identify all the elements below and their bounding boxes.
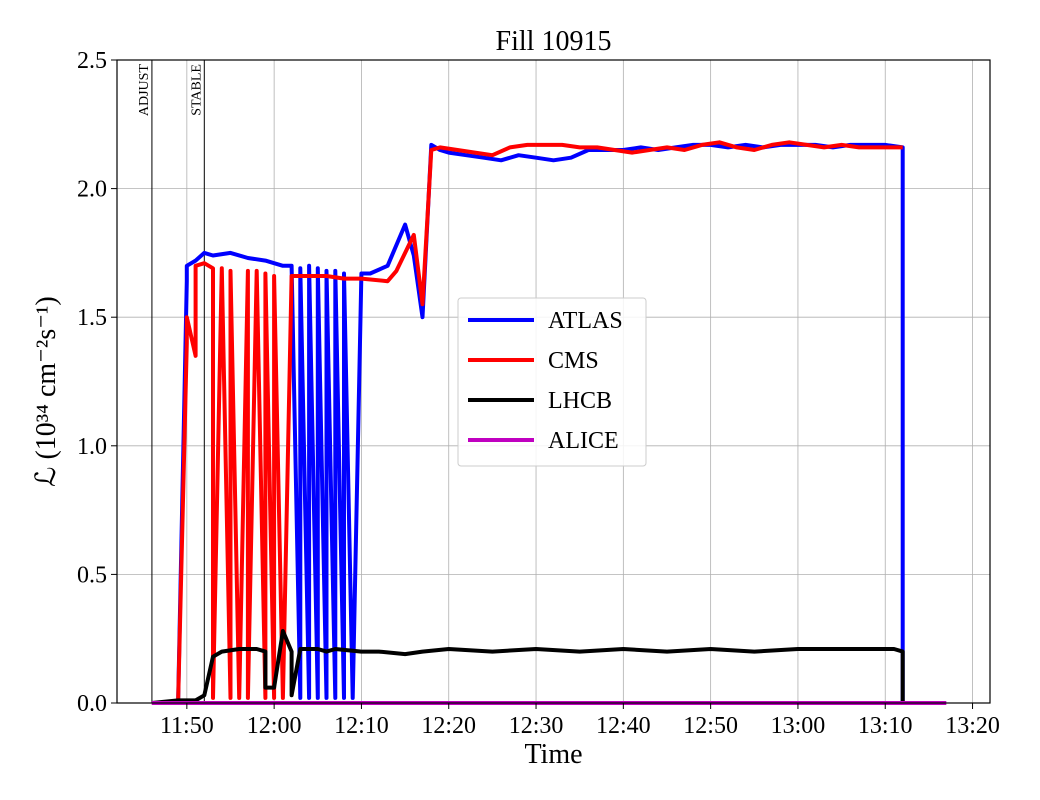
legend-label-cms: CMS [548, 348, 599, 374]
legend-box [457, 297, 647, 467]
y-tick-label: 0.5 [77, 562, 107, 588]
series-line-atlas [151, 142, 912, 705]
x-tick-label: 12:00 [247, 713, 302, 739]
series-line-lhcb [151, 629, 929, 705]
marker-label-adjust: ADJUST [137, 64, 152, 117]
x-tick-label: 12:40 [596, 713, 651, 739]
legend-label-alice: ALICE [548, 428, 619, 454]
legend: ATLAS CMS LHCB ALICE [457, 297, 647, 467]
x-tick-label: 13:00 [771, 713, 826, 739]
y-tick-label: 2.0 [77, 177, 107, 203]
chart-title: Fill 10915 [496, 26, 612, 57]
y-axis-ticks: 0.0 0.5 1.0 1.5 2.0 2.5 [77, 48, 117, 717]
x-axis-ticks: 11:50 12:00 12:10 12:20 12:30 12:40 12:50 13:00… [160, 703, 1000, 739]
marker-label-stable: STABLE [189, 64, 204, 116]
series-line-cms [151, 140, 903, 705]
x-tick-label: 13:10 [858, 713, 913, 739]
x-axis-label: Time [524, 739, 582, 770]
x-tick-label: 12:20 [421, 713, 476, 739]
y-tick-label: 1.5 [77, 305, 107, 331]
plot-frame [116, 59, 991, 704]
y-tick-label: 0.0 [77, 691, 107, 717]
x-tick-label: 11:50 [160, 713, 214, 739]
legend-label-atlas: ATLAS [548, 308, 623, 334]
y-axis-label: ℒ (10³⁴ cm⁻²s⁻¹) [31, 296, 62, 486]
x-tick-label: 13:20 [945, 713, 1000, 739]
y-tick-label: 1.0 [77, 434, 107, 460]
x-tick-label: 12:10 [334, 713, 389, 739]
legend-label-lhcb: LHCB [548, 388, 612, 414]
run-markers: ADJUST STABLE [137, 60, 205, 703]
x-tick-label: 12:30 [509, 713, 564, 739]
x-tick-label: 12:50 [683, 713, 738, 739]
y-tick-label: 2.5 [77, 48, 107, 74]
